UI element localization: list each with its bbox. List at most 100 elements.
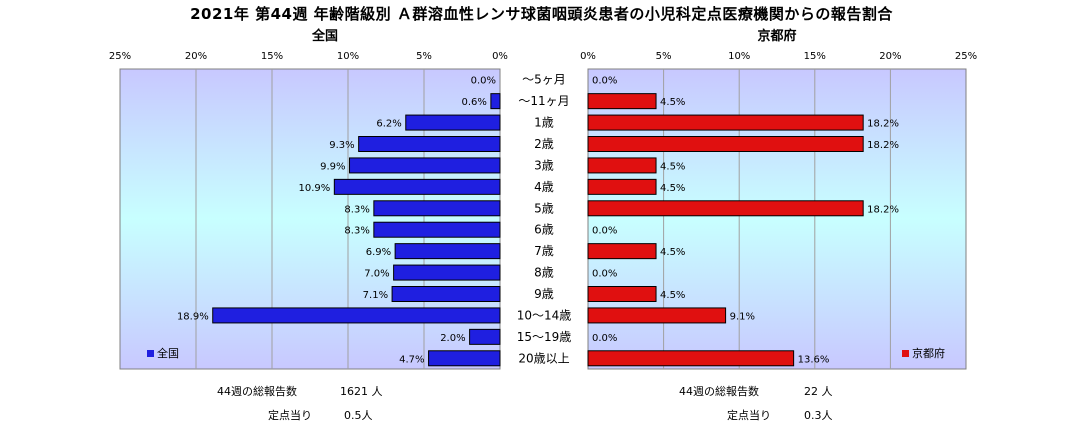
left-legend-swatch [147,349,154,357]
left-value-label: 8.3% [344,204,369,215]
right-value-label: 18.2% [867,204,899,215]
chart-title: 2021年 第44週 年齢階級別 Ａ群溶血性レンサ球菌咽頭炎患者の小児科定点医療… [190,5,893,23]
right-legend-label: 京都府 [912,347,945,360]
right-tick-label: 25% [955,51,977,62]
left-value-label: 6.2% [376,119,401,130]
left-tick-label: 0% [492,51,508,62]
left-value-label: 18.9% [177,311,209,322]
right-tick-label: 0% [580,51,596,62]
left-value-label: 9.3% [329,140,354,151]
right-bar [587,136,864,152]
right-tick-label: 20% [879,51,901,62]
right-value-label: 4.5% [660,290,685,301]
left-panel-title: 全国 [311,29,338,44]
right-value-label: 18.2% [867,140,899,151]
right-panel-title: 京都府 [757,29,797,44]
right-total-value: 22 人 [804,385,833,398]
category-label: 15～19歳 [517,330,572,344]
category-label: 10～14歳 [517,308,572,322]
left-legend: 全国 [147,345,179,361]
left-per-label: 定点当り [268,409,312,422]
left-total-value: 1621 人 [340,385,383,398]
left-value-label: 0.6% [461,97,486,108]
category-label: ～5ヶ月 [522,73,566,87]
category-labels: ～5ヶ月 ～11ヶ月 1歳 2歳 3歳 4歳 5歳 6歳 7歳 8歳 9歳 10～14歳 15～19歳 2… [517,73,572,366]
left-value-label: 2.0% [440,333,465,344]
right-bar [587,350,795,367]
category-label: ～11ヶ月 [518,94,569,108]
left-bar [333,178,501,195]
left-tick-label: 20% [185,51,207,62]
category-label: 3歳 [534,158,554,172]
left-value-label: 7.0% [364,269,389,280]
right-tick-label: 5% [656,51,672,62]
right-bar [587,114,864,131]
right-tick-label: 10% [728,51,750,62]
category-label: 9歳 [534,287,554,301]
right-total-label: 44週の総報告数 [679,385,759,398]
left-bar [373,200,501,217]
right-legend: 京都府 [902,345,945,361]
right-bar [587,286,657,302]
left-tick-label: 5% [416,51,432,62]
right-value-label: 4.5% [660,97,685,108]
left-value-label: 6.9% [366,247,391,258]
right-bar [587,307,727,324]
right-bar [587,157,657,174]
left-value-label: 4.7% [399,354,424,365]
left-tick-label: 25% [109,51,131,62]
right-bar [587,243,657,260]
right-value-label: 0.0% [592,76,617,87]
right-per-value: 0.3人 [804,409,833,422]
left-bar [212,307,501,324]
right-plot-background [587,68,967,370]
right-tick-label: 15% [804,51,826,62]
left-plot-area: 25% 20% 15% 10% 5% 0% 0.0% 0.6% 6.2% 9.3% 9.9% 10.9… [109,51,508,370]
right-plot-area: 0% 5% 10% 15% 20% 25% 0.0% 4.5% 18.2% 18.2% 4.5% 4.… [580,51,977,370]
left-bar [428,350,501,367]
right-value-label: 18.2% [867,119,899,130]
category-label: 6歳 [534,223,554,237]
left-legend-label: 全国 [157,347,179,360]
left-bar [394,243,501,260]
left-plot-background [119,68,501,370]
right-value-label: 13.6% [798,354,830,365]
left-bar [490,93,501,110]
left-value-label: 7.1% [363,290,388,301]
right-value-label: 9.1% [730,311,755,322]
right-bar [587,178,657,195]
right-value-label: 0.0% [592,269,617,280]
left-value-label: 9.9% [320,161,345,172]
category-label: 1歳 [534,116,554,130]
right-value-label: 0.0% [592,333,617,344]
left-bar [391,286,501,302]
right-value-label: 4.5% [660,183,685,194]
left-tick-label: 15% [261,51,283,62]
right-legend-swatch [902,349,909,357]
left-value-label: 8.3% [344,226,369,237]
left-bar [469,328,501,345]
category-label: 4歳 [534,180,554,194]
left-value-label: 0.0% [471,76,496,87]
left-bar [358,136,501,152]
right-value-label: 4.5% [660,161,685,172]
category-label: 20歳以上 [518,351,569,365]
category-label: 7歳 [534,244,554,258]
right-bar [587,200,864,217]
right-bar [587,93,657,110]
right-value-label: 0.0% [592,226,617,237]
category-label: 5歳 [534,201,554,215]
left-value-label: 10.9% [299,183,331,194]
left-bar [405,114,501,131]
left-tick-label: 10% [337,51,359,62]
right-value-label: 4.5% [660,247,685,258]
left-bar [373,221,501,238]
left-bar [393,264,501,281]
left-per-value: 0.5人 [344,409,373,422]
left-bar [349,157,501,174]
category-label: 8歳 [534,266,554,280]
category-label: 2歳 [534,137,554,151]
left-total-label: 44週の総報告数 [217,385,297,398]
right-per-label: 定点当り [727,409,771,422]
